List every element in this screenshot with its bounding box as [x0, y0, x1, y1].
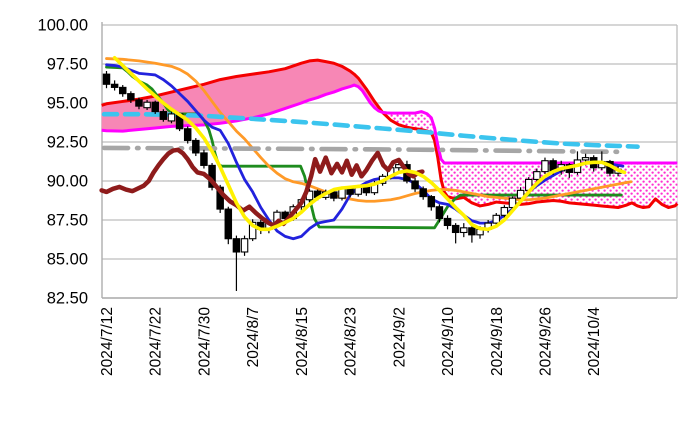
y-axis-label: 92.50 [47, 134, 88, 152]
candle-down [102, 73, 111, 85]
candle-down [435, 206, 444, 219]
candle-up [533, 171, 541, 180]
candle-up [460, 227, 468, 234]
candle-up [516, 189, 525, 199]
x-axis-label: 2024/9/18 [489, 307, 506, 376]
x-axis-label: 2024/7/12 [99, 307, 116, 376]
candle-down [151, 101, 159, 113]
axis-labels: 100.00 97.50 95.00 92.50 90.00 87.50 85.00 82.5… [38, 17, 604, 376]
candle-down [183, 128, 192, 141]
candle-down [468, 227, 476, 236]
overlay-lines-over [99, 55, 627, 232]
candle-up [581, 157, 590, 161]
candle-down [362, 186, 371, 194]
candle-down [232, 238, 241, 253]
x-axis-label: 2024/7/22 [148, 307, 165, 376]
orange-line [105, 57, 633, 203]
candle-down [192, 139, 200, 154]
candle-down [330, 191, 338, 199]
y-axis-label: 85.00 [47, 251, 88, 269]
y-axis-label: 95.00 [47, 95, 88, 113]
dark-red-thick-line [99, 147, 425, 228]
candle-down [419, 188, 427, 198]
candle-up [248, 221, 257, 240]
y-axis-label: 90.00 [47, 173, 88, 191]
x-axis-label: 2024/7/30 [196, 307, 213, 376]
candle-down [411, 180, 419, 190]
candle-down [224, 208, 233, 240]
candle-down [159, 111, 168, 120]
x-axis-label: 2024/9/10 [440, 307, 457, 376]
candle-down [216, 186, 224, 210]
candle-up [508, 197, 517, 209]
candle-down [127, 93, 135, 101]
candle-down [118, 86, 127, 95]
x-axis-label: 2024/8/7 [245, 307, 262, 367]
x-axis-label: 2024/10/4 [586, 307, 603, 376]
x-axis-label: 2024/9/2 [391, 307, 408, 367]
candle-down [346, 188, 354, 195]
blue-line [105, 63, 625, 241]
candle-down [200, 152, 208, 166]
red-span-line [101, 58, 679, 210]
y-axis-label: 97.50 [47, 56, 88, 74]
y-axis-label: 87.50 [47, 212, 88, 230]
x-axis-label: 2024/8/15 [294, 307, 311, 376]
x-axis-label: 2024/8/23 [343, 307, 360, 376]
candle-up [541, 160, 549, 173]
x-axis-label: 2024/9/26 [537, 307, 554, 376]
overlay-lines-under [101, 57, 640, 241]
candle-down [451, 224, 460, 234]
y-axis-label: 82.50 [47, 290, 88, 308]
candle-down [443, 217, 452, 227]
candle-down [110, 83, 119, 88]
candle-up [500, 206, 509, 216]
cloud-bearish-area [386, 111, 678, 208]
yellow-line [112, 55, 627, 232]
candle-down [135, 99, 143, 107]
candle-up [143, 101, 151, 109]
candle-up [240, 238, 249, 253]
candle-up [167, 113, 176, 122]
y-axis-label: 100.00 [38, 17, 88, 35]
candle-up [492, 214, 501, 224]
candle-down [427, 196, 436, 208]
